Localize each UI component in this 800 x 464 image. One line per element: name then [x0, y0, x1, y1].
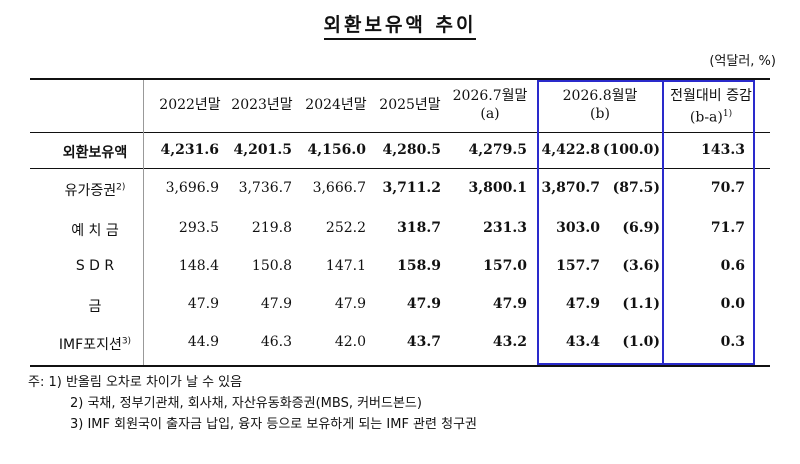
total-rule: [30, 168, 770, 169]
table-cell: 158.9: [397, 258, 441, 274]
table-cell: (6.9): [622, 220, 660, 236]
footnote-marker: 2): [116, 182, 126, 193]
table-cell: 4,231.6: [160, 142, 219, 158]
bottom-rule: [30, 365, 770, 367]
table-cell: 47.9: [187, 296, 219, 312]
column-header-line1: 2022년말: [159, 97, 221, 113]
table-cell: 148.4: [178, 258, 219, 274]
table-cell: 44.9: [187, 334, 219, 350]
column-header-line1: 2024년말: [305, 97, 367, 113]
column-header: 2026.8월말 (b): [540, 87, 660, 123]
table-cell: 3,696.9: [165, 180, 219, 196]
column-header-line2: (a): [480, 106, 500, 122]
table-cell: 157.7: [556, 258, 600, 274]
column-header-line2: (b-a)1): [689, 109, 733, 126]
table-cell: 0.0: [720, 296, 745, 312]
row-label: S D R: [75, 258, 115, 274]
table-cell: 318.7: [397, 220, 441, 236]
row-label: 금: [88, 299, 102, 315]
table-cell: 293.5: [178, 220, 219, 236]
column-header: 2024년말: [276, 96, 396, 114]
label-divider: [143, 80, 144, 365]
footnote-3: 3) IMF 회원국이 출자금 납입, 융자 등으로 보유하게 되는 IMF 관…: [70, 417, 477, 432]
column-header-line1: 2026.7월말: [452, 88, 528, 104]
table-cell: 231.3: [483, 220, 527, 236]
table-cell: 71.7: [710, 220, 745, 236]
table-cell: 3,666.7: [312, 180, 366, 196]
column-header: 전월대비 증감 (b-a)1): [651, 87, 771, 127]
footnote-marker: 3): [121, 336, 132, 347]
header-rule: [30, 132, 770, 133]
table-cell: 43.4: [565, 334, 600, 350]
column-header-line1: 2023년말: [231, 97, 293, 113]
footnotes: 주: 1) 반올림 오차로 차이가 날 수 있음 2) 국채, 정부기관채, 회…: [28, 372, 477, 435]
footnote-2: 2) 국채, 정부기관채, 회사채, 자산유동화증권(MBS, 커버드본드): [70, 396, 422, 411]
table-cell: 47.9: [492, 296, 527, 312]
top-rule: [30, 78, 770, 80]
table-cell: 47.9: [406, 296, 441, 312]
row-label: IMF포지션3): [58, 336, 132, 353]
table-cell: 4,201.5: [233, 142, 292, 158]
column-header: 2025년말: [350, 96, 470, 114]
row-label: 유가증권2): [64, 182, 126, 199]
table-cell: (1.1): [622, 296, 660, 312]
table-cell: (87.5): [612, 180, 660, 196]
table-cell: 47.9: [334, 296, 366, 312]
table-cell: 47.9: [260, 296, 292, 312]
table-cell: 147.1: [325, 258, 366, 274]
table-cell: 3,736.7: [238, 180, 292, 196]
column-header-line1: 전월대비 증감: [670, 88, 752, 104]
highlight-box-current: [537, 80, 664, 365]
table-cell: (100.0): [602, 142, 660, 158]
unit-label: (억달러, %): [709, 54, 776, 69]
table-cell: 4,280.5: [382, 142, 441, 158]
table-cell: 0.3: [720, 334, 745, 350]
table-cell: 43.7: [406, 334, 441, 350]
table-cell: 3,711.2: [382, 180, 441, 196]
table-cell: 4,156.0: [307, 142, 366, 158]
highlight-box-change: [664, 80, 755, 365]
column-header-line1: 2026.8월말: [562, 88, 638, 104]
table-cell: 252.2: [325, 220, 366, 236]
column-header-line1: 2025년말: [379, 97, 441, 113]
table-cell: 4,279.5: [468, 142, 527, 158]
column-header: 2026.7월말 (a): [430, 87, 550, 123]
table-cell: (1.0): [622, 334, 660, 350]
row-label: 외환보유액: [62, 145, 128, 161]
table-cell: 46.3: [260, 334, 292, 350]
footnote-1: 주: 1) 반올림 오차로 차이가 날 수 있음: [28, 375, 243, 390]
row-label: 예 치 금: [71, 223, 119, 239]
column-header-line2: (b): [590, 106, 610, 122]
table-cell: 0.6: [720, 258, 745, 274]
column-header: 2023년말: [202, 96, 322, 114]
column-header: 2022년말: [130, 96, 250, 114]
table-cell: 150.8: [251, 258, 292, 274]
table-cell: (3.6): [622, 258, 660, 274]
table-cell: 3,800.1: [468, 180, 527, 196]
table-cell: 4,422.8: [541, 142, 600, 158]
table-cell: 143.3: [701, 142, 745, 158]
table-cell: 70.7: [710, 180, 745, 196]
table-cell: 42.0: [334, 334, 366, 350]
table-cell: 3,870.7: [541, 180, 600, 196]
table-cell: 157.0: [483, 258, 527, 274]
table-cell: 303.0: [556, 220, 600, 236]
table-cell: 219.8: [251, 220, 292, 236]
table-cell: 43.2: [492, 334, 527, 350]
table-title: 외환보유액 추이: [0, 10, 800, 40]
footnote-marker: 1): [722, 109, 733, 119]
table-cell: 47.9: [565, 296, 600, 312]
